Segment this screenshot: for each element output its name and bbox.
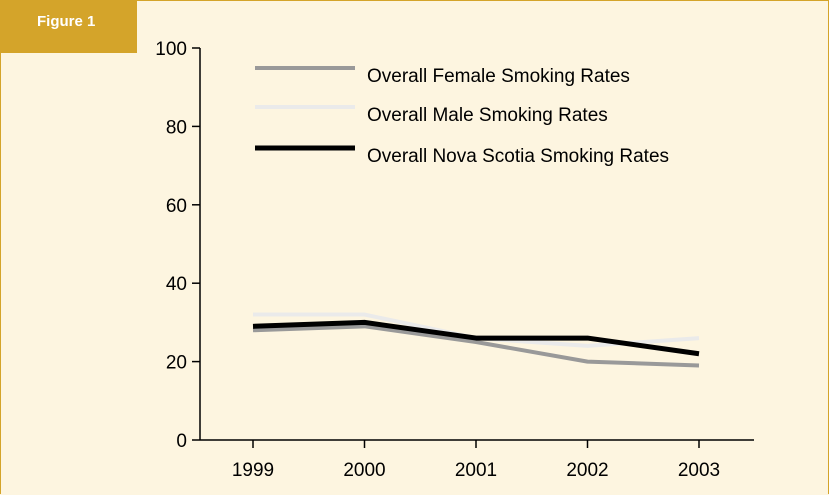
x-tick-label: 2003 [678, 460, 720, 481]
x-tick-label: 2000 [343, 460, 385, 481]
series-line-female [252, 324, 700, 368]
series-line-nova-scotia [252, 319, 700, 357]
y-tick-label: 60 [166, 196, 187, 217]
y-tick-label: 0 [176, 431, 187, 452]
y-tick-label: 100 [155, 39, 187, 60]
x-tick-label: 2002 [566, 460, 608, 481]
chart-axes: 0 20 40 60 80 100 1999 2000 2001 2002 2003 [155, 39, 754, 481]
y-tick-label: 40 [166, 274, 187, 295]
y-tick-label: 80 [166, 117, 187, 138]
y-tick-label: 20 [166, 353, 187, 374]
chart-legend: Overall Female Smoking Rates Overall Male… [255, 66, 669, 167]
legend-label: Overall Male Smoking Rates [367, 105, 608, 126]
legend-label: Overall Nova Scotia Smoking Rates [367, 146, 669, 167]
legend-label: Overall Female Smoking Rates [367, 66, 630, 87]
chart-series [252, 312, 700, 368]
x-tick-label: 1999 [232, 460, 274, 481]
x-tick-label: 2001 [455, 460, 497, 481]
figure-label: Figure 1 [37, 13, 96, 30]
figure-tab: Figure 1 [0, 0, 137, 53]
